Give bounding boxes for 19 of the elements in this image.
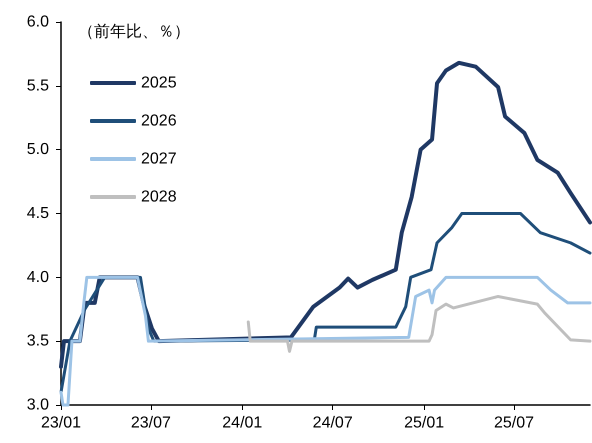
y-tick-label: 4.5 (26, 205, 50, 222)
y-tick-label: 4.0 (26, 268, 50, 286)
y-tick-label: 6.0 (26, 14, 50, 30)
x-tick-label: 23/07 (130, 414, 172, 432)
x-tick-label: 24/07 (312, 414, 353, 432)
y-tick-label: 5.0 (26, 141, 50, 158)
legend-label: 2025 (141, 74, 177, 92)
y-axis-title: （前年比、％） (78, 22, 190, 40)
legend-label: 2027 (141, 150, 177, 168)
x-tick-label: 25/01 (404, 414, 444, 432)
legend-label: 2028 (141, 188, 177, 206)
y-tick-label: 5.5 (26, 77, 50, 94)
y-tick-label: 3.5 (26, 332, 50, 350)
x-tick-label: 24/01 (222, 414, 262, 432)
line-series (246, 294, 592, 353)
y-tick-label: 3.0 (26, 396, 50, 414)
x-tick-label: 23/01 (40, 414, 82, 432)
legend-label: 2026 (141, 112, 177, 130)
x-tick-label: 25/07 (494, 414, 534, 432)
